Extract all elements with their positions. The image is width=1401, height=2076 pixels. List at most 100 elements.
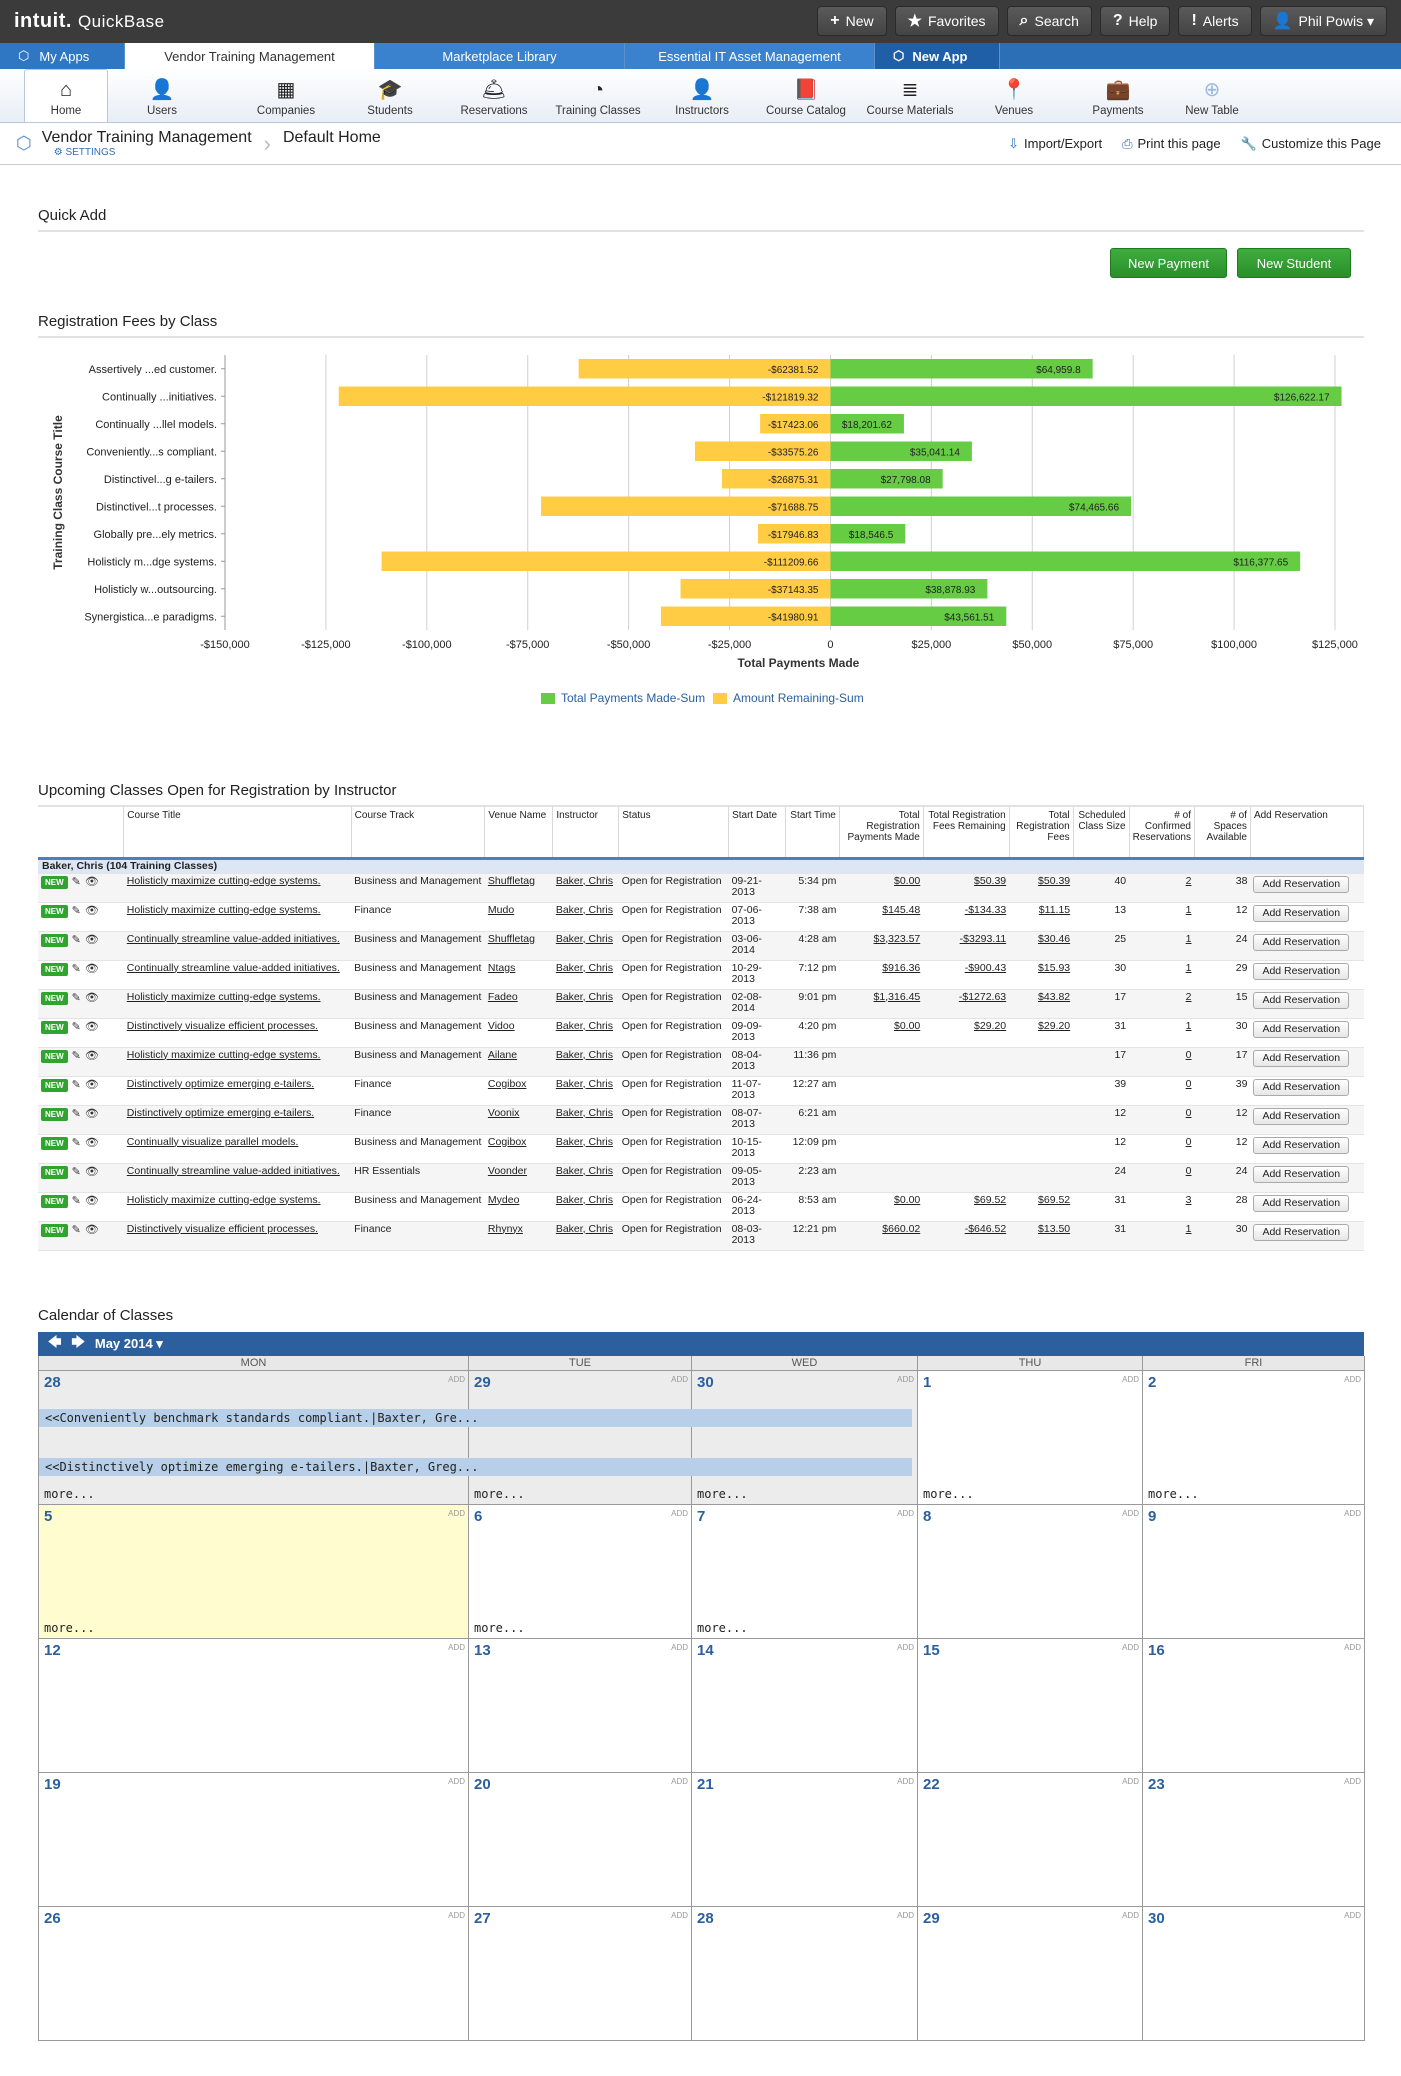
cell-link[interactable]: $50.39 <box>974 874 1007 887</box>
cell-venue-name[interactable]: Shuffletag <box>484 931 553 961</box>
view-eye-icon[interactable]: 👁 <box>84 962 99 975</box>
add-reservation-button[interactable]: Add Reservation <box>1253 904 1350 922</box>
calendar-day-number[interactable]: 15 <box>923 1642 940 1659</box>
calendar-day-number[interactable]: 29 <box>474 1374 491 1391</box>
calendar-add-link[interactable]: ADD <box>1344 1643 1361 1652</box>
cell-total-registration-fees[interactable]: $30.46 <box>1009 931 1074 961</box>
cell-total-registration-fees-remaining[interactable]: -$646.52 <box>923 1221 1010 1251</box>
cell-link[interactable]: Fadeo <box>487 990 518 1003</box>
view-eye-icon[interactable]: 👁 <box>84 1194 99 1207</box>
cell-course-title[interactable]: Holisticly maximize cutting-edge systems… <box>123 1047 352 1077</box>
add-reservation-button[interactable]: Add Reservation <box>1253 1223 1350 1241</box>
calendar-event[interactable]: <<Distinctively optimize emerging e-tail… <box>39 1458 912 1476</box>
calendar-add-link[interactable]: ADD <box>1122 1375 1139 1384</box>
cell-course-title[interactable]: Holisticly maximize cutting-edge systems… <box>123 873 352 903</box>
calendar-day-cell[interactable]: 6 ADD more... <box>469 1505 692 1639</box>
calendar-day-number[interactable]: 30 <box>1148 1910 1165 1927</box>
cell-total-registration-fees-remaining[interactable] <box>923 1047 1010 1077</box>
cell-link[interactable]: $50.39 <box>1038 874 1071 887</box>
cell-course-title[interactable]: Distinctively optimize emerging e-tailer… <box>123 1076 352 1106</box>
calendar-day-number[interactable]: 2 <box>1148 1374 1157 1391</box>
cell-link[interactable]: $3,323.57 <box>873 932 921 945</box>
col-header[interactable]: # of Spaces Available <box>1194 806 1251 858</box>
cell-link[interactable]: Baker, Chris <box>555 961 614 974</box>
cell-link[interactable]: -$900.43 <box>964 961 1007 974</box>
topnav-phil-powis[interactable]: 👤 Phil Powis ▾ <box>1259 6 1387 36</box>
cell-link[interactable]: 0 <box>1185 1077 1192 1090</box>
nav-training-classes[interactable]: ◔ Training Classes <box>546 69 650 122</box>
calendar-event[interactable]: <<Conveniently benchmark standards compl… <box>39 1409 912 1427</box>
cell-link[interactable]: $11.15 <box>1038 903 1071 916</box>
add-reservation-button[interactable]: Add Reservation <box>1253 1107 1350 1125</box>
calendar-more-link[interactable]: more... <box>44 1487 95 1501</box>
calendar-day-cell[interactable]: 7 ADD more... <box>692 1505 918 1639</box>
calendar-add-link[interactable]: ADD <box>897 1777 914 1786</box>
cell-link[interactable]: $0.00 <box>893 1193 921 1206</box>
cell-link[interactable]: Distinctively optimize emerging e-tailer… <box>126 1106 315 1119</box>
cell-#-of-confirmed-reservations[interactable]: 1 <box>1129 902 1195 932</box>
edit-pencil-icon[interactable]: ✎ <box>71 1165 81 1178</box>
calendar-day-cell[interactable]: 21 ADD <box>692 1773 918 1907</box>
add-reservation-button[interactable]: Add Reservation <box>1253 1194 1350 1212</box>
calendar-day-number[interactable]: 14 <box>697 1642 714 1659</box>
calendar-add-link[interactable]: ADD <box>1122 1777 1139 1786</box>
table-row[interactable]: NEW ✎ 👁 Continually streamline value-added … <box>38 960 1364 990</box>
cell-course-title[interactable]: Continually visualize parallel models. <box>123 1134 352 1164</box>
calendar-add-link[interactable]: ADD <box>448 1777 465 1786</box>
cell-venue-name[interactable]: Cogibox <box>484 1076 553 1106</box>
calendar-day-number[interactable]: 12 <box>44 1642 61 1659</box>
cell-link[interactable]: $0.00 <box>893 874 921 887</box>
add-reservation-button[interactable]: Add Reservation <box>1253 1136 1350 1154</box>
cell-total-registration-payments-made[interactable]: $0.00 <box>839 873 924 903</box>
edit-pencil-icon[interactable]: ✎ <box>71 1223 81 1236</box>
calendar-day-cell[interactable]: 22 ADD <box>918 1773 1143 1907</box>
cell-link[interactable]: 0 <box>1185 1106 1192 1119</box>
arrow-left-icon[interactable]: 🡄 <box>48 1334 62 1349</box>
cell-total-registration-fees[interactable] <box>1009 1076 1074 1106</box>
cell-link[interactable]: $69.52 <box>1038 1193 1071 1206</box>
cell-link[interactable]: 3 <box>1185 1193 1192 1206</box>
col-header[interactable]: Instructor <box>552 806 620 858</box>
cell-link[interactable]: Baker, Chris <box>555 1106 614 1119</box>
col-header[interactable]: Status <box>618 806 730 858</box>
cell-link[interactable]: Distinctively optimize emerging e-tailer… <box>126 1077 315 1090</box>
cell-total-registration-fees-remaining[interactable]: -$134.33 <box>923 902 1010 932</box>
cell-link[interactable]: Baker, Chris <box>555 1222 614 1235</box>
cell-link[interactable]: Baker, Chris <box>555 932 614 945</box>
calendar-add-link[interactable]: ADD <box>671 1911 688 1920</box>
cell-instructor[interactable]: Baker, Chris <box>552 931 619 961</box>
cell-link[interactable]: $29.20 <box>1038 1019 1071 1032</box>
app-title[interactable]: Vendor Training Management <box>41 129 252 146</box>
cell-link[interactable]: $145.48 <box>882 903 921 916</box>
cell-instructor[interactable]: Baker, Chris <box>552 1076 619 1106</box>
cell-link[interactable]: Baker, Chris <box>555 1135 614 1148</box>
calendar-day-cell[interactable]: 28 ADD more... <<Conveniently benchmark sta… <box>39 1371 912 1505</box>
calendar-add-link[interactable]: ADD <box>1122 1509 1139 1518</box>
col-header[interactable]: Total Registration Payments Made <box>839 806 924 858</box>
nav-students[interactable]: 🎓 Students <box>338 69 442 122</box>
cell-instructor[interactable]: Baker, Chris <box>552 1192 619 1222</box>
calendar-more-link[interactable]: more... <box>44 1621 95 1635</box>
cell-link[interactable]: 1 <box>1185 1222 1192 1235</box>
cell-venue-name[interactable]: Ailane <box>484 1047 553 1077</box>
col-header[interactable]: Start Time <box>785 806 840 858</box>
nav-companies[interactable]: ▦ Companies <box>234 69 338 122</box>
cell-course-title[interactable]: Holisticly maximize cutting-edge systems… <box>123 1192 352 1222</box>
table-row[interactable]: NEW ✎ 👁 Distinctively visualize efficient p… <box>38 1018 1364 1048</box>
cell-link[interactable]: 2 <box>1185 874 1192 887</box>
calendar-day-number[interactable]: 28 <box>44 1374 61 1391</box>
edit-pencil-icon[interactable]: ✎ <box>71 1136 81 1149</box>
cell-venue-name[interactable]: Shuffletag <box>484 873 553 903</box>
cell-link[interactable]: -$646.52 <box>964 1222 1007 1235</box>
view-eye-icon[interactable]: 👁 <box>84 1020 99 1033</box>
calendar-day-cell[interactable]: 15 ADD <box>918 1639 1143 1773</box>
cell-link[interactable]: $43.82 <box>1038 990 1071 1003</box>
calendar-day-cell[interactable]: 8 ADD <box>918 1505 1143 1639</box>
cell-venue-name[interactable]: Voonder <box>484 1163 553 1193</box>
print-link[interactable]: ⎙ Print this page <box>1122 136 1221 151</box>
calendar-more-link[interactable]: more... <box>474 1487 525 1501</box>
nav-home[interactable]: ⌂ Home <box>24 69 108 122</box>
calendar-add-link[interactable]: ADD <box>448 1375 465 1384</box>
view-eye-icon[interactable]: 👁 <box>84 933 99 946</box>
table-row[interactable]: NEW ✎ 👁 Holisticly maximize cutting-edge sy… <box>38 989 1364 1019</box>
